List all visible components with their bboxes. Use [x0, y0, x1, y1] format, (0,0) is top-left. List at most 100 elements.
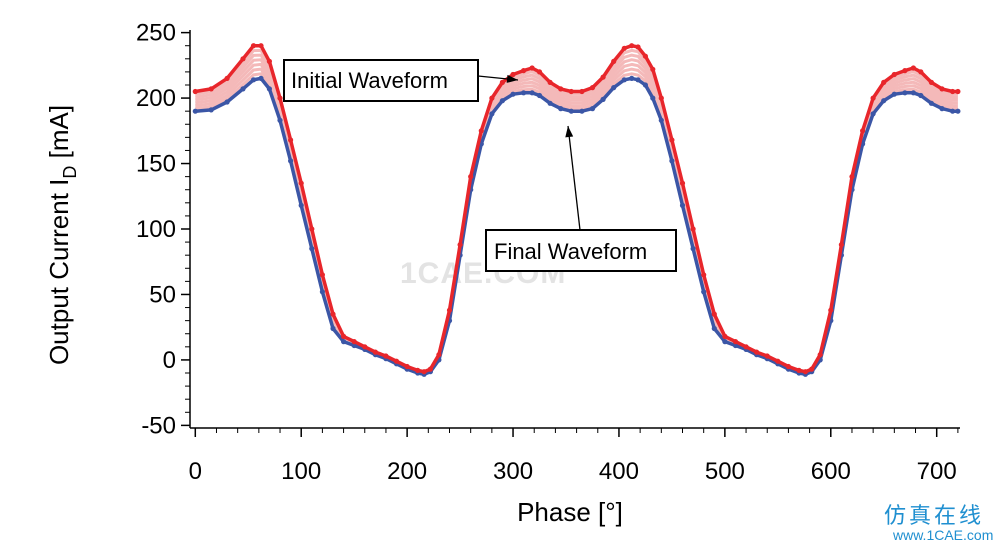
initial-waveform-point	[796, 367, 802, 373]
initial-waveform-point	[277, 95, 283, 101]
initial-waveform-point	[499, 79, 505, 85]
initial-waveform-point	[775, 358, 781, 364]
initial-waveform-point	[910, 65, 917, 71]
initial-waveform-point	[764, 353, 770, 359]
final-waveform-point	[629, 75, 635, 81]
initial-waveform-point	[208, 86, 214, 92]
initial-waveform-point	[722, 333, 728, 339]
initial-waveform-point	[642, 53, 649, 59]
initial-waveform-point	[446, 307, 453, 313]
initial-waveform-point	[902, 68, 908, 74]
initial-waveform-point	[870, 95, 876, 101]
final-waveform-point	[536, 92, 543, 99]
initial-waveform-point	[881, 79, 887, 85]
final-waveform-point	[529, 90, 535, 96]
watermark-cn: 仿真在线	[884, 504, 984, 529]
initial-waveform-point	[955, 88, 961, 95]
initial-waveform-point	[891, 71, 897, 78]
x-tick-label: 0	[189, 458, 202, 485]
initial-waveform-point	[298, 180, 304, 186]
initial-waveform-point	[732, 339, 739, 345]
final-waveform-point	[732, 342, 739, 349]
x-tick-label: 500	[705, 458, 745, 485]
initial-waveform-point	[817, 352, 823, 358]
initial-waveform-point	[621, 45, 627, 51]
final-waveform-point	[208, 107, 214, 113]
final-waveform-point	[658, 117, 664, 123]
initial-waveform-point	[404, 363, 410, 370]
initial-waveform-point	[849, 174, 855, 180]
final-waveform-point	[510, 91, 516, 97]
x-tick-label: 200	[387, 458, 427, 485]
initial-waveform-point	[224, 75, 230, 81]
final-waveform-point	[568, 108, 574, 114]
final-waveform-point	[499, 98, 505, 104]
final-waveform-point	[621, 77, 627, 83]
initial-waveform-point	[579, 88, 585, 95]
initial-waveform-point	[478, 128, 484, 134]
final-waveform-point	[881, 98, 887, 104]
initial-waveform-point	[421, 369, 427, 375]
callout-initial-arrowhead	[506, 74, 518, 83]
initial-waveform-point	[436, 352, 442, 358]
final-waveform-point	[950, 108, 956, 114]
callout-final-box	[485, 229, 677, 272]
final-waveform-point	[701, 289, 707, 295]
initial-waveform-point	[568, 88, 574, 95]
initial-waveform-point	[250, 43, 257, 49]
initial-waveform-point	[240, 56, 246, 62]
initial-waveform-point	[711, 311, 717, 317]
initial-waveform-point	[415, 367, 421, 373]
final-waveform-point	[341, 339, 347, 345]
y-tick-label: 200	[136, 85, 176, 112]
final-waveform-point	[669, 158, 675, 164]
y-axis-title: Output Current ID [mA]	[44, 105, 80, 365]
final-waveform-point	[711, 325, 717, 332]
watermark-url: www.1CAE.com	[892, 527, 993, 542]
initial-waveform-point	[658, 95, 664, 101]
initial-waveform-point	[536, 69, 543, 75]
callout-final-arrowhead	[565, 126, 574, 138]
final-waveform-point	[690, 246, 696, 252]
initial-waveform-point	[510, 71, 516, 78]
initial-waveform-point	[679, 180, 686, 186]
final-waveform-point	[298, 202, 304, 208]
initial-waveform-point	[258, 43, 264, 49]
initial-waveform-point	[427, 366, 433, 372]
final-waveform-point	[319, 289, 325, 295]
final-waveform-point	[258, 75, 264, 81]
final-waveform-point	[288, 158, 294, 164]
series-layer	[192, 43, 961, 377]
corner-watermark: 仿真在线 www.1CAE.com	[884, 504, 993, 542]
tick-labels: -50 0 50 100 150 200 250 0 100 200 300 400 500 600 700	[136, 20, 957, 485]
initial-waveform-point	[341, 333, 347, 339]
initial-waveform-point	[383, 353, 389, 359]
initial-waveform-point	[650, 66, 656, 72]
initial-waveform-point	[629, 43, 635, 49]
final-waveform-point	[250, 77, 257, 83]
final-waveform-point	[330, 325, 336, 332]
final-waveform-point	[224, 99, 230, 105]
initial-waveform-point	[600, 74, 606, 80]
initial-waveform-point	[547, 79, 553, 85]
x-tick-label: 700	[917, 458, 957, 485]
initial-waveform-point	[288, 137, 294, 143]
axes	[181, 30, 960, 437]
initial-waveform-point	[393, 358, 400, 364]
initial-waveform-point	[669, 137, 675, 143]
y-axis-title-main: Output Current I	[44, 179, 74, 365]
y-tick-label: 150	[136, 151, 176, 178]
x-tick-label: 100	[281, 458, 321, 485]
final-waveform-point	[351, 342, 357, 349]
final-waveform-point	[521, 90, 527, 96]
callout-final-label: Final Waveform	[494, 239, 647, 264]
initial-waveform-point	[589, 85, 596, 91]
initial-waveform-point	[690, 226, 696, 232]
initial-waveform-point	[635, 44, 641, 50]
initial-waveform-point	[192, 88, 198, 95]
initial-waveform-point	[860, 128, 866, 134]
final-waveform-point	[489, 111, 495, 117]
initial-waveform-point	[701, 272, 707, 278]
y-tick-label: 100	[136, 216, 176, 243]
final-waveform-point	[939, 106, 945, 112]
